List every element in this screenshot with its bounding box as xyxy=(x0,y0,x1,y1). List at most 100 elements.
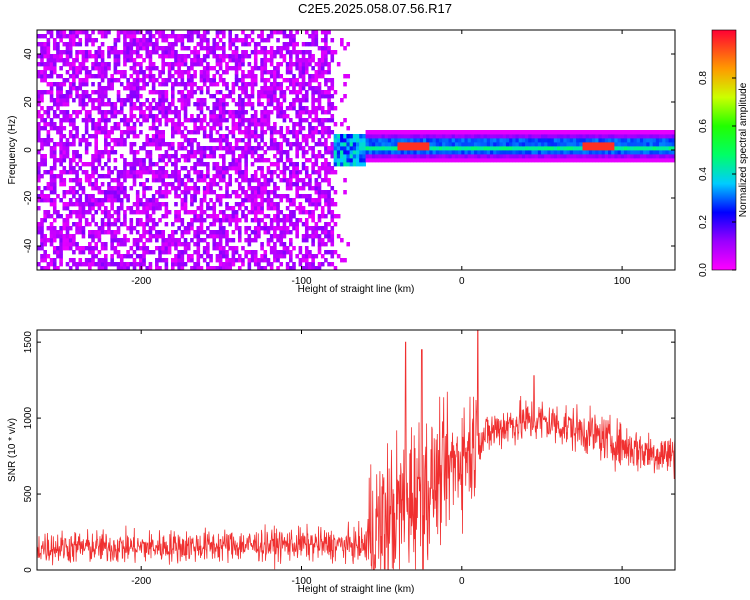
spectrogram-cell xyxy=(474,158,478,163)
spectrogram-cell xyxy=(614,154,618,159)
spectrogram-cell xyxy=(375,134,379,139)
spectrogram-cell xyxy=(292,82,296,87)
spectrogram-cell xyxy=(75,246,79,251)
spectrogram-cell xyxy=(193,242,197,247)
spectrogram-cell xyxy=(304,158,309,163)
spectrogram-cell xyxy=(135,118,140,123)
spectrogram-cell xyxy=(234,122,239,127)
spectrogram-cell xyxy=(225,190,229,195)
spectrogram-cell xyxy=(135,50,140,55)
spectrogram-cell xyxy=(84,222,89,227)
spectrogram-cell xyxy=(212,126,217,131)
spectrogram-cell xyxy=(161,110,165,115)
spectrogram-cell xyxy=(292,38,296,43)
spectrogram-cell xyxy=(174,190,178,195)
spectrogram-cell xyxy=(604,150,609,155)
spectrogram-cell xyxy=(81,62,86,67)
spectrogram-cell xyxy=(123,62,127,67)
spectrogram-cell xyxy=(62,114,67,119)
spectrogram-cell xyxy=(164,82,169,87)
spectrogram-cell xyxy=(123,30,127,35)
spectrogram-cell xyxy=(119,82,124,87)
spectrogram-cell xyxy=(91,62,95,67)
spectrogram-cell xyxy=(62,222,67,227)
spectrogram-cell xyxy=(72,178,76,183)
spectrogram-cell xyxy=(186,190,191,195)
spectrogram-cell xyxy=(668,154,673,159)
spectrogram-cell xyxy=(218,106,223,111)
spectrogram-cell xyxy=(617,138,622,143)
spectrogram-cell xyxy=(135,98,140,103)
spectrogram-cell xyxy=(174,126,178,131)
spectrogram-cell xyxy=(62,102,67,107)
spectrogram-cell xyxy=(228,114,232,119)
spectrogram-cell xyxy=(193,182,197,187)
spectrogram-cell xyxy=(84,198,89,203)
spectrogram-cell xyxy=(544,130,548,135)
spectrogram-cell xyxy=(193,230,197,235)
spectrogram-cell xyxy=(266,114,271,119)
spectrogram-cell xyxy=(151,250,156,255)
spectrogram-cell xyxy=(139,38,143,43)
spectrogram-cell xyxy=(413,138,418,143)
spectrogram-cell xyxy=(113,238,118,243)
spectrogram-cell xyxy=(43,138,47,143)
spectrogram-cell xyxy=(164,50,169,55)
spectrogram-cell xyxy=(142,234,146,239)
spectrogram-cell xyxy=(253,178,258,183)
spectrogram-cell xyxy=(94,38,99,43)
spectrogram-cell xyxy=(37,206,41,211)
spectrogram-cell xyxy=(273,126,277,131)
spectrogram-cell xyxy=(225,170,229,175)
spectrogram-cell xyxy=(343,46,347,51)
spectrogram-cell xyxy=(183,226,188,231)
spectrogram-cell xyxy=(263,182,268,187)
spectrogram-cell xyxy=(37,110,41,115)
spectrogram-cell xyxy=(518,150,523,155)
spectrogram-cell xyxy=(250,190,255,195)
spectrogram-cell xyxy=(343,94,347,99)
spectrogram-cell xyxy=(515,142,520,147)
spectrogram-cell xyxy=(327,238,331,243)
spectrogram-cell xyxy=(84,34,89,39)
spectrogram-cell xyxy=(253,190,258,195)
spectrogram-cell xyxy=(151,218,156,223)
spectrogram-cell xyxy=(247,226,252,231)
spectrogram-cell xyxy=(113,126,118,131)
spectrogram-cell xyxy=(413,146,418,151)
spectrogram-cell xyxy=(123,46,127,51)
spectrogram-cell xyxy=(164,78,169,83)
spectrogram-cell xyxy=(528,134,532,139)
spectrogram-cell xyxy=(206,90,210,95)
spectrogram-cell xyxy=(343,82,347,87)
spectrogram-cell xyxy=(273,258,277,263)
spectrogram-cell xyxy=(206,30,210,35)
spectrogram-cell xyxy=(129,118,134,123)
spectrogram-cell xyxy=(608,154,612,159)
spectrogram-cell xyxy=(234,70,239,75)
spectrogram-cell xyxy=(190,66,194,71)
spectrogram-cell xyxy=(225,66,229,71)
spectrogram-cell xyxy=(489,130,494,135)
spectrogram-cell xyxy=(161,130,165,135)
spectrogram-cell xyxy=(608,158,612,163)
spectrogram-cell xyxy=(72,38,76,43)
snr-ylabel: SNR (10 * v/v) xyxy=(7,418,18,482)
spectrogram-cell xyxy=(244,102,248,107)
spectrogram-cell xyxy=(177,194,181,199)
spectrogram-cell xyxy=(250,150,255,155)
spectrogram-cell xyxy=(489,158,494,163)
spectrogram-cell xyxy=(282,78,287,83)
spectrogram-cell xyxy=(253,258,258,263)
spectrogram-cell xyxy=(639,154,644,159)
spectrogram-cell xyxy=(231,258,236,263)
spectrogram-cell xyxy=(241,190,245,195)
spectrogram-cell xyxy=(97,238,102,243)
spectrogram-cell xyxy=(84,194,89,199)
spectrogram-cell xyxy=(263,118,268,123)
spectrogram-cell xyxy=(212,218,217,223)
spectrogram-cell xyxy=(78,86,83,91)
spectrogram-cell xyxy=(636,154,641,159)
spectrogram-cell xyxy=(119,254,124,259)
spectrogram-cell xyxy=(531,138,536,143)
